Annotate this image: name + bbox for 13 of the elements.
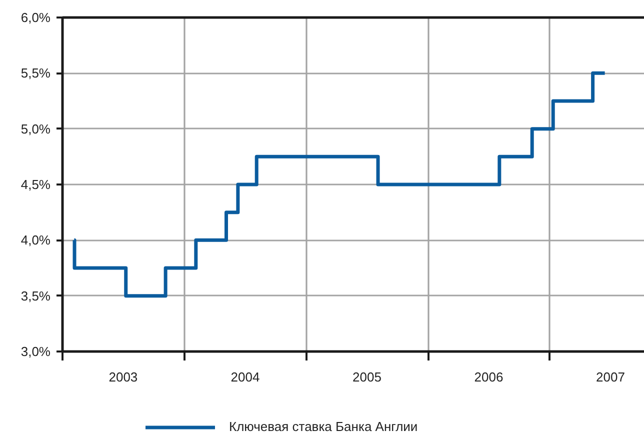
x-tick-label: 2006 [474,370,504,384]
text: Ключевая ставка Банка Англии [229,419,418,434]
y-tick-label: 4,0% [20,232,51,248]
x-tick-label: 2005 [352,370,382,384]
y-tick-label: 5,0% [20,121,51,136]
x-tick-label: 2007 [596,370,625,384]
x-tick-label: 2004 [230,370,260,384]
y-tick-label: 3,0% [20,344,51,359]
y-tick-label: 5,5% [20,66,51,81]
y-tick-label: 3,5% [20,288,51,304]
y-tick-label: 6,0% [20,10,51,25]
x-tick-label: 2003 [108,370,138,384]
y-tick-label: 4,5% [20,177,51,192]
